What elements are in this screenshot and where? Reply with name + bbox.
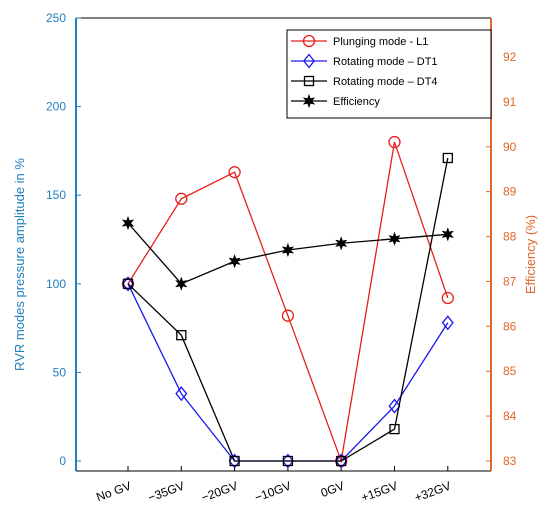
data-point — [121, 276, 135, 292]
x-tick-label: +32GV — [413, 479, 453, 505]
x-tick-label: 0GV — [319, 479, 346, 500]
data-point — [281, 309, 295, 322]
y-right-tick-label: 87 — [503, 274, 517, 288]
legend-marker — [302, 53, 316, 69]
data-point — [442, 152, 453, 164]
series-4 — [121, 215, 455, 291]
data-point — [441, 227, 455, 242]
y-right-tick-label: 84 — [503, 409, 517, 423]
y-right-tick-label: 86 — [503, 319, 517, 333]
data-point — [229, 455, 240, 467]
data-point — [228, 253, 241, 269]
data-point — [441, 291, 454, 305]
y-right-tick-label: 91 — [503, 95, 517, 109]
series-1 — [121, 135, 454, 468]
y-right-tick-label: 85 — [503, 364, 517, 378]
y-right-tick-label: 89 — [503, 185, 517, 199]
data-point — [122, 278, 134, 289]
legend-label: Efficiency — [333, 96, 380, 108]
legend-entry: Plunging mode - L1 — [291, 34, 428, 48]
data-point — [388, 135, 401, 149]
legend-box — [286, 29, 492, 119]
data-point — [388, 398, 401, 414]
legend-marker — [302, 34, 316, 48]
data-point — [228, 166, 241, 179]
legend-label: Rotating mode – DT1 — [333, 56, 438, 68]
legend-entry: Rotating mode – DT1 — [291, 53, 438, 69]
legend-entry: Rotating mode – DT4 — [291, 75, 438, 88]
data-point — [281, 453, 294, 469]
data-point — [441, 315, 454, 331]
legend-label: Plunging mode - L1 — [333, 36, 428, 48]
data-point — [121, 215, 135, 231]
y-left-tick-label: 250 — [46, 11, 66, 25]
y-right-tick-label: 92 — [503, 50, 517, 64]
legend-entry: Efficiency — [291, 93, 380, 109]
data-point — [282, 455, 294, 467]
series-3 — [122, 152, 453, 467]
x-tick-label: +15GV — [359, 479, 399, 505]
y-left-tick-label: 150 — [46, 188, 66, 202]
data-point — [176, 330, 187, 341]
x-tick-label: −10GV — [253, 479, 293, 505]
data-point — [175, 276, 188, 291]
y-left-tick-label: 100 — [46, 277, 66, 291]
data-point — [175, 386, 188, 402]
data-point — [336, 455, 347, 467]
data-point — [389, 423, 400, 435]
y-left-tick-label: 0 — [59, 454, 66, 468]
y-left-tick-label: 200 — [46, 100, 66, 114]
data-point — [175, 192, 188, 205]
x-tick-label: −35GV — [146, 479, 186, 505]
y-right-axis-title: Efficiency (%) — [523, 215, 538, 294]
x-tick-label: No GV — [94, 479, 133, 504]
series-line — [127, 141, 449, 464]
legend-marker — [302, 93, 316, 109]
y-right-tick-label: 83 — [503, 454, 517, 468]
series-2 — [121, 276, 454, 469]
x-tick-label: −20GV — [199, 479, 239, 505]
legend-label: Rotating mode – DT4 — [333, 76, 438, 88]
data-point — [228, 453, 241, 469]
data-point — [388, 231, 401, 247]
legend: Plunging mode - L1 Rotating mode – DT1 Rot… — [286, 29, 492, 119]
y-right-tick-label: 90 — [503, 140, 517, 154]
series-layer — [121, 135, 455, 469]
y-left-tick-label: 50 — [53, 365, 67, 379]
series-line — [127, 157, 449, 462]
y-right-tick-label: 88 — [503, 230, 517, 244]
data-point — [281, 242, 295, 258]
data-point — [334, 236, 348, 251]
y-left-axis-title: RVR modes pressure amplitude in % — [12, 158, 27, 371]
legend-marker — [303, 75, 315, 87]
